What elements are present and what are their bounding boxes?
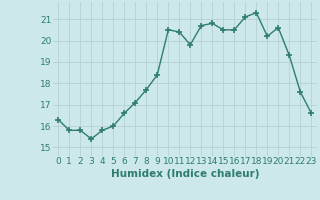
- X-axis label: Humidex (Indice chaleur): Humidex (Indice chaleur): [110, 169, 259, 179]
